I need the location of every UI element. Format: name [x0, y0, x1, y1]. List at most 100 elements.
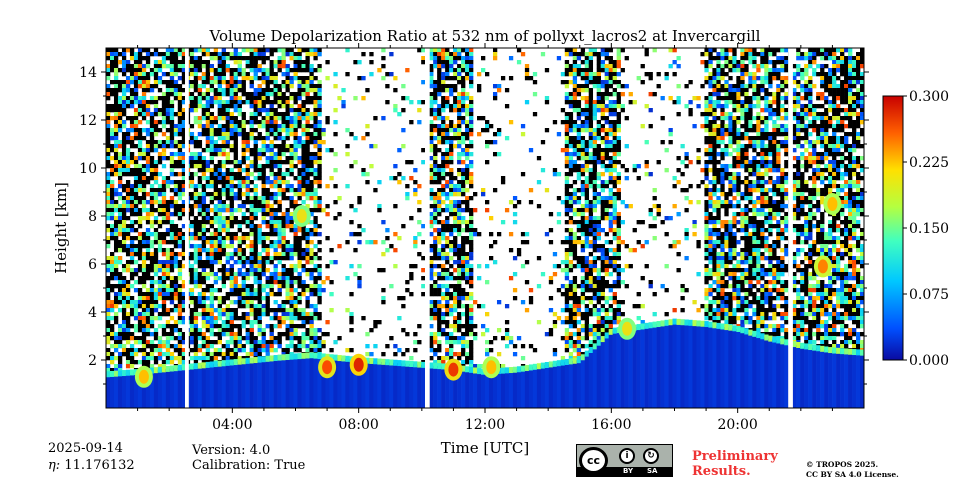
noise-cell — [165, 136, 171, 141]
noise-cell — [449, 192, 454, 197]
noise-cell — [165, 216, 171, 221]
noise-cell — [349, 320, 354, 325]
noise-cell — [257, 92, 262, 97]
noise-cell — [465, 188, 470, 193]
noise-cell — [469, 140, 474, 145]
noise-cell — [129, 252, 135, 257]
noise-cell — [249, 220, 254, 225]
noise-cell — [261, 296, 266, 301]
noise-cell — [437, 344, 442, 349]
noise-cell — [405, 332, 410, 337]
noise-cell — [117, 292, 123, 297]
noise-cell — [473, 364, 478, 369]
noise-cell — [381, 300, 386, 305]
noise-cell — [177, 348, 183, 353]
noise-cell — [113, 300, 119, 305]
noise-cell — [213, 220, 219, 225]
noise-cell — [465, 164, 470, 169]
noise-cell — [153, 192, 159, 197]
noise-cell — [337, 96, 342, 101]
noise-cell — [245, 96, 250, 101]
noise-cell — [189, 60, 195, 65]
noise-cell — [169, 248, 175, 253]
noise-cell — [257, 232, 262, 237]
noise-cell — [169, 156, 175, 161]
noise-cell — [596, 124, 601, 129]
noise-cell — [445, 296, 450, 301]
noise-cell — [157, 68, 163, 73]
noise-cell — [133, 52, 139, 57]
noise-cell — [145, 84, 151, 89]
noise-cell — [285, 108, 290, 113]
noise-cell — [572, 248, 578, 253]
noise-cell — [237, 304, 242, 309]
noise-cell — [512, 296, 518, 301]
noise-cell — [245, 144, 250, 149]
noise-cell — [437, 188, 442, 193]
noise-cell — [265, 112, 270, 117]
noise-cell — [257, 292, 262, 297]
noise-cell — [145, 64, 151, 69]
noise-cell — [129, 360, 135, 365]
noise-cell — [592, 144, 598, 149]
noise-cell — [261, 304, 266, 309]
noise-cell — [313, 92, 318, 97]
noise-cell — [217, 300, 222, 305]
noise-cell — [137, 152, 143, 157]
noise-cell — [445, 128, 450, 133]
noise-cell — [564, 152, 570, 157]
noise-cell — [257, 280, 262, 285]
noise-cell — [137, 220, 143, 225]
noise-cell — [225, 64, 230, 69]
noise-cell — [249, 80, 254, 85]
noise-cell — [265, 188, 270, 193]
noise-cell — [592, 224, 598, 229]
noise-cell — [209, 56, 215, 61]
noise-cell — [445, 64, 450, 69]
noise-cell — [485, 280, 490, 285]
noise-cell — [568, 120, 574, 125]
noise-cell — [305, 196, 310, 201]
noise-cell — [437, 252, 442, 257]
noise-cell — [580, 292, 586, 297]
noise-cell — [213, 240, 219, 245]
noise-cell — [596, 80, 601, 85]
noise-cell — [269, 340, 274, 345]
noise-cell — [588, 116, 594, 121]
noise-cell — [121, 160, 127, 165]
noise-cell — [153, 80, 159, 85]
noise-cell — [129, 364, 135, 369]
noise-cell — [289, 116, 294, 121]
noise-cell — [313, 312, 318, 317]
noise-cell — [409, 272, 414, 277]
noise-cell — [461, 264, 466, 269]
noise-cell — [193, 320, 199, 325]
noise-cell — [556, 316, 562, 321]
noise-cell — [596, 220, 601, 225]
noise-cell — [173, 212, 179, 217]
noise-cell — [165, 80, 171, 85]
noise-cell — [576, 112, 582, 117]
noise-cell — [141, 244, 147, 249]
noise-cell — [249, 52, 254, 57]
noise-cell — [273, 172, 278, 177]
noise-cell — [193, 200, 199, 205]
noise-cell — [201, 320, 207, 325]
noise-cell — [469, 180, 474, 185]
noise-cell — [201, 48, 207, 53]
noise-cell — [492, 152, 498, 157]
noise-cell — [241, 168, 246, 173]
noise-cell — [165, 344, 171, 349]
noise-cell — [181, 204, 187, 209]
noise-cell — [237, 220, 242, 225]
noise-cell — [293, 328, 298, 333]
noise-cell — [469, 348, 474, 353]
noise-cell — [417, 120, 422, 125]
noise-cell — [137, 188, 143, 193]
noise-cell — [129, 144, 135, 149]
noise-cell — [106, 108, 111, 113]
noise-cell — [461, 200, 466, 205]
noise-cell — [193, 360, 199, 365]
noise-cell — [133, 308, 139, 313]
noise-cell — [197, 104, 203, 109]
